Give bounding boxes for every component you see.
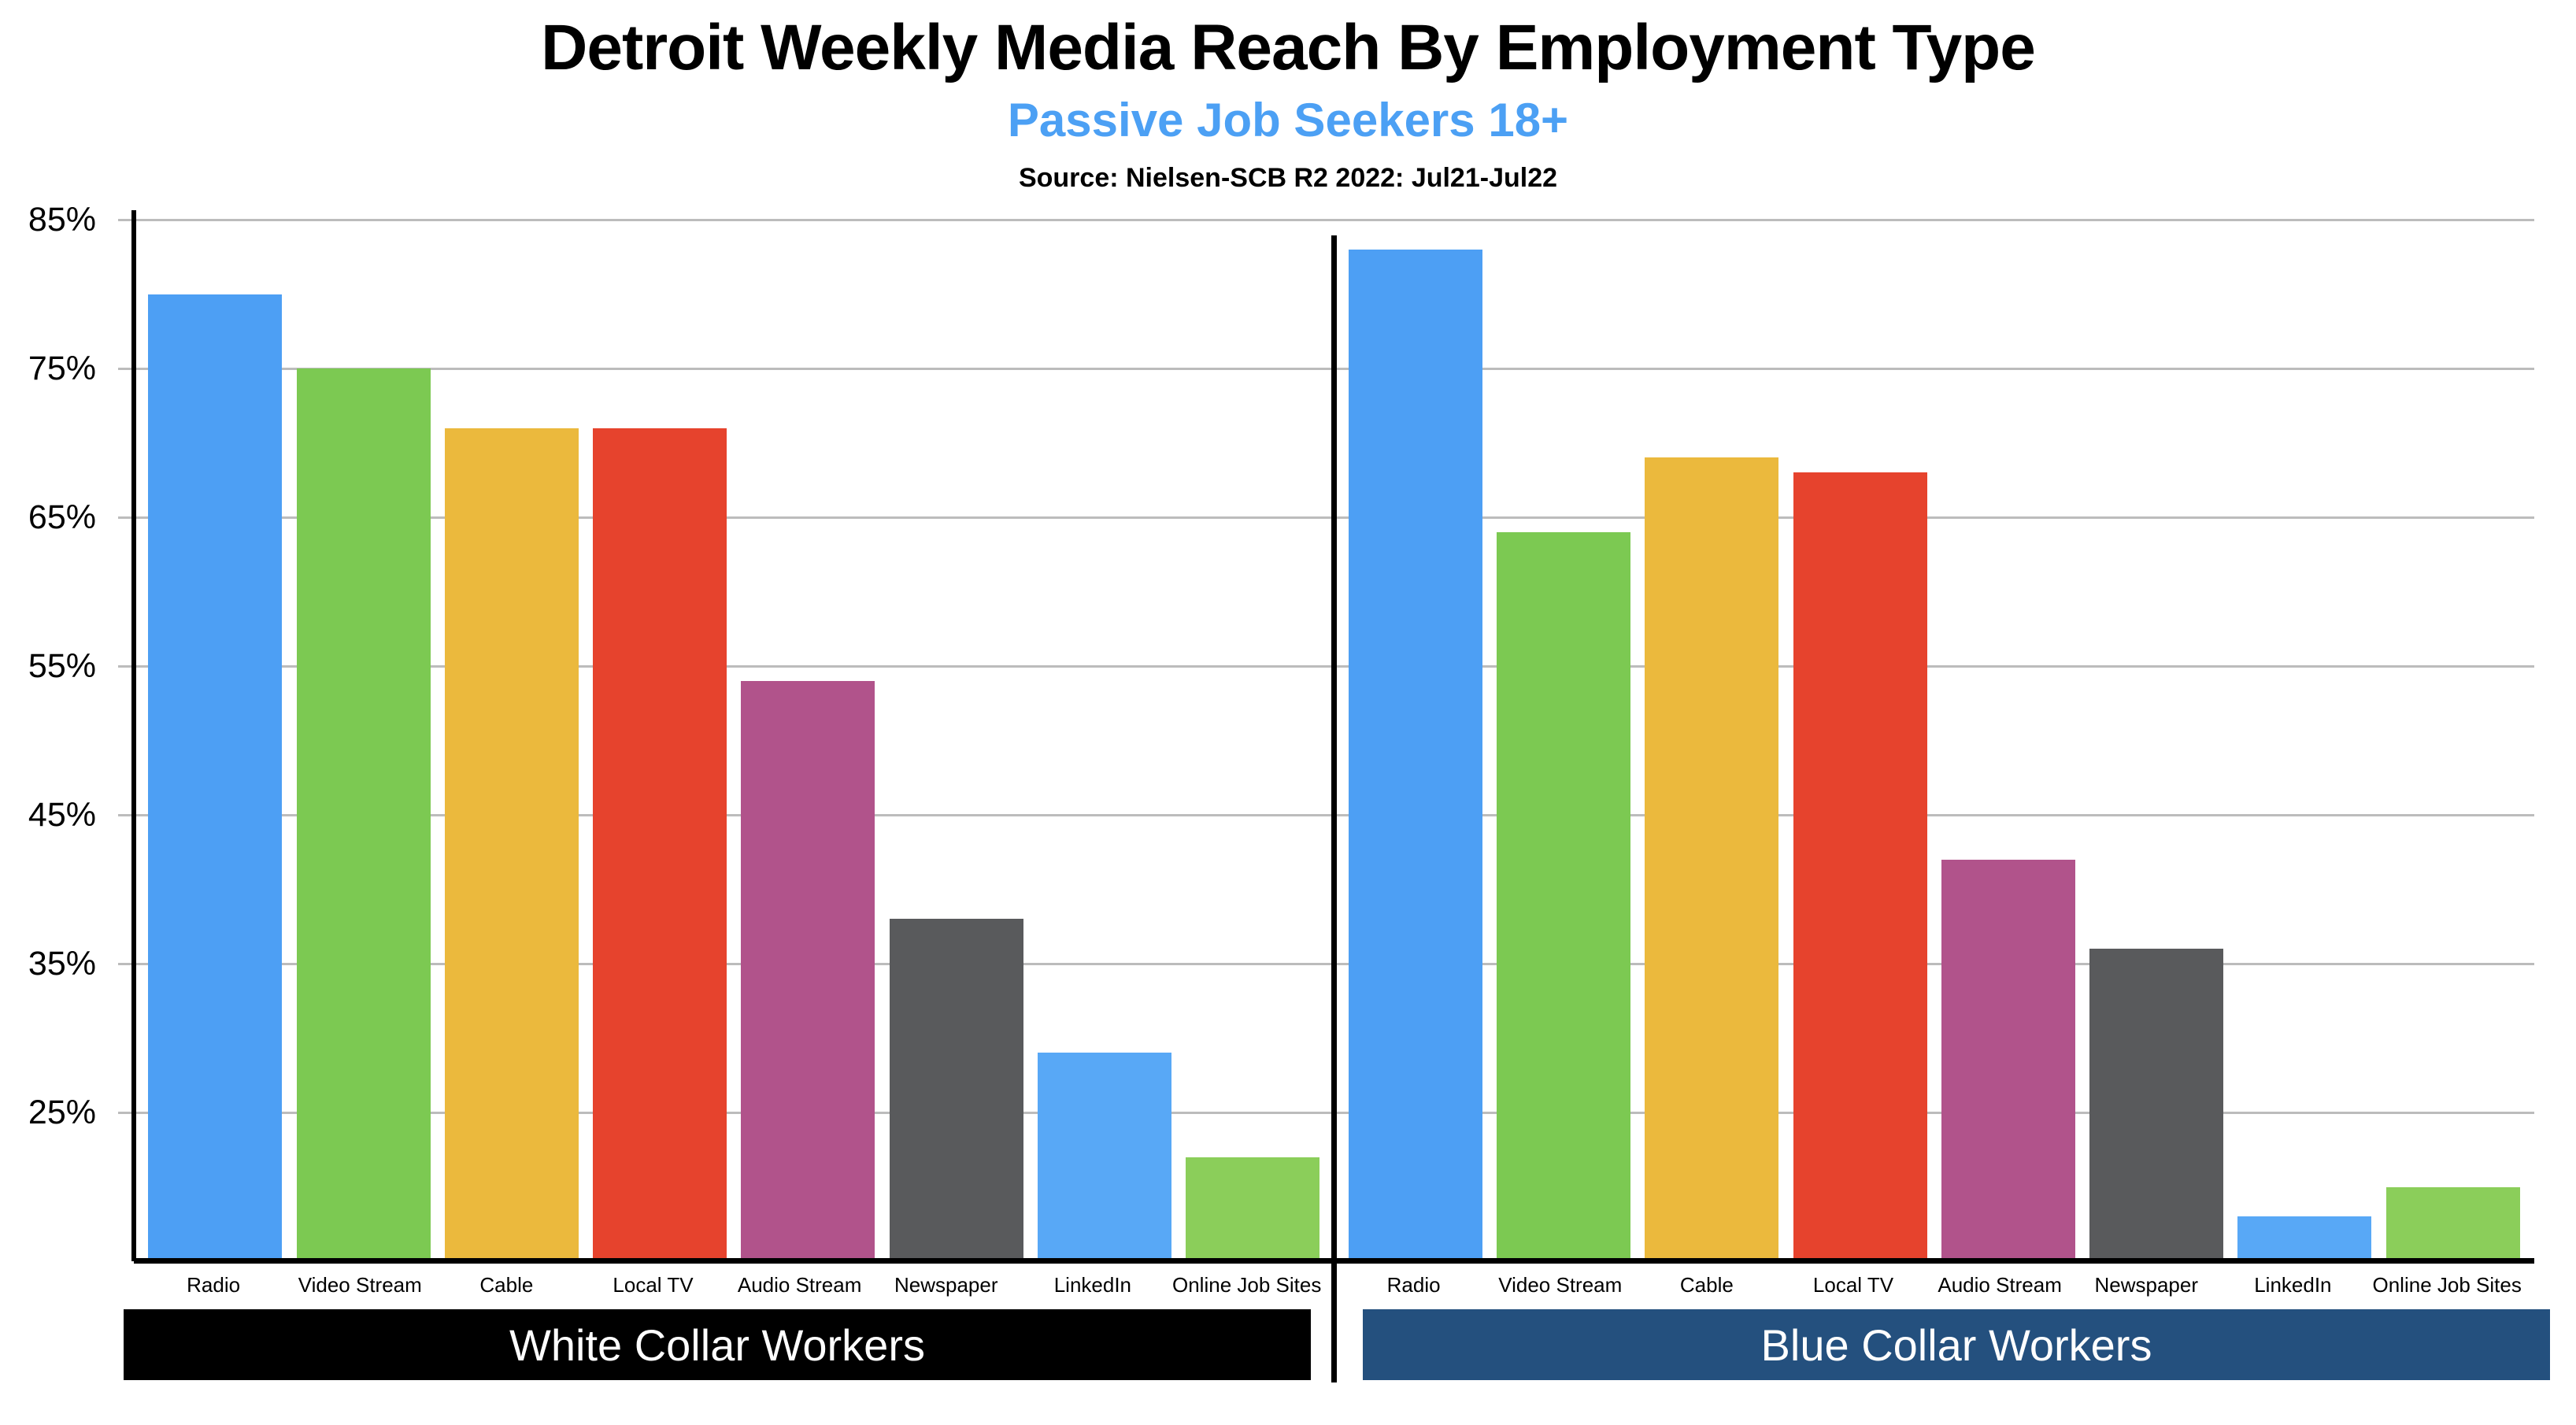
bar-blue-collar-workers-radio xyxy=(1348,249,1482,1261)
x-label-blue-collar-workers-audio-stream: Audio Stream xyxy=(1938,1272,2062,1297)
x-label-cell: Local TV xyxy=(587,1273,720,1297)
gridline-25- xyxy=(118,1111,2534,1114)
bar-group-white-collar xyxy=(134,220,1334,1261)
bar-group-blue-collar xyxy=(1334,220,2535,1261)
x-label-white-collar-workers-online-job-sites: Online Job Sites xyxy=(1172,1272,1322,1297)
bar-white-collar-workers-cable xyxy=(444,428,579,1261)
x-label-blue-collar-workers-linkedin: LinkedIn xyxy=(2254,1272,2332,1297)
gridline-55- xyxy=(118,664,2534,668)
x-label-cell: Newspaper xyxy=(879,1273,1013,1297)
banner-blue-collar: Blue Collar Workers xyxy=(1363,1309,2550,1380)
bar-blue-collar-workers-audio-stream xyxy=(1941,859,2075,1261)
chart: 85% 75% 65% 55% 45% 35% 25% Radio Video Stream C… xyxy=(28,201,2550,1382)
bar-white-collar-workers-local-tv xyxy=(593,428,727,1261)
x-label-cell: Online Job Sites xyxy=(2373,1273,2522,1297)
bar-white-collar-workers-video-stream xyxy=(296,368,431,1261)
page-title: Detroit Weekly Media Reach By Employment… xyxy=(541,12,2036,83)
bar-blue-collar-workers-online-job-sites xyxy=(2385,1186,2520,1261)
bar-white-collar-workers-newspaper xyxy=(889,919,1023,1261)
x-label-cell: Cable xyxy=(439,1273,573,1297)
gridline-75- xyxy=(118,367,2534,370)
x-label-white-collar-workers-radio: Radio xyxy=(187,1272,241,1297)
gridline-85- xyxy=(118,218,2534,221)
bar-blue-collar-workers-newspaper xyxy=(2089,949,2224,1261)
y-tick-55-: 55% xyxy=(28,647,96,685)
bar-white-collar-workers-online-job-sites xyxy=(1186,1157,1320,1261)
x-label-blue-collar-workers-radio: Radio xyxy=(1386,1272,1441,1297)
bar-blue-collar-workers-linkedin xyxy=(2237,1216,2372,1261)
chart-divider-line xyxy=(1331,235,1337,1382)
group-banners: White Collar Workers Blue Collar Workers xyxy=(124,1309,2550,1380)
y-tick-35-: 35% xyxy=(28,945,96,983)
bar-white-collar-workers-audio-stream xyxy=(741,680,875,1261)
y-tick-85-: 85% xyxy=(28,201,96,239)
x-label-cell: Video Stream xyxy=(1493,1273,1627,1297)
bar-blue-collar-workers-local-tv xyxy=(1793,472,1927,1261)
y-tick-25-: 25% xyxy=(28,1094,96,1131)
banner-blue-collar-label: Blue Collar Workers xyxy=(1760,1320,2152,1370)
x-label-white-collar-workers-audio-stream: Audio Stream xyxy=(737,1272,862,1297)
plot-area: 85% 75% 65% 55% 45% 35% 25% xyxy=(28,201,2534,1264)
bar-blue-collar-workers-video-stream xyxy=(1497,531,1631,1261)
x-axis-labels-blue-collar: Radio Video Stream Cable Local TV Audio Stre… xyxy=(1334,1269,2535,1301)
x-label-blue-collar-workers-cable: Cable xyxy=(1679,1272,1734,1297)
x-label-white-collar-workers-cable: Cable xyxy=(479,1272,534,1297)
x-label-cell: LinkedIn xyxy=(2226,1273,2359,1297)
bar-white-collar-workers-linkedin xyxy=(1037,1053,1171,1261)
x-label-cell: Audio Stream xyxy=(1933,1273,2067,1297)
x-label-cell: LinkedIn xyxy=(1026,1273,1160,1297)
y-tick-65-: 65% xyxy=(28,498,96,536)
banner-white-collar: White Collar Workers xyxy=(124,1309,1311,1380)
x-label-cell: Newspaper xyxy=(2079,1273,2213,1297)
x-label-cell: Radio xyxy=(1347,1273,1481,1297)
chart-source-note: Source: Nielsen-SCB R2 2022: Jul21-Jul22 xyxy=(1018,163,1558,193)
x-label-cell: Cable xyxy=(1640,1273,1774,1297)
bar-blue-collar-workers-cable xyxy=(1645,457,1779,1261)
y-tick-45-: 45% xyxy=(28,796,96,834)
gridline-65- xyxy=(118,516,2534,519)
bar-groups xyxy=(134,220,2534,1261)
x-label-blue-collar-workers-local-tv: Local TV xyxy=(1812,1272,1894,1297)
x-label-white-collar-workers-video-stream: Video Stream xyxy=(298,1272,422,1297)
x-axis-labels-white-collar: Radio Video Stream Cable Local TV Audio Stre… xyxy=(134,1269,1334,1301)
banner-white-collar-label: White Collar Workers xyxy=(509,1320,925,1370)
x-label-white-collar-workers-local-tv: Local TV xyxy=(613,1272,694,1297)
x-label-cell: Local TV xyxy=(1786,1273,1920,1297)
x-axis-labels: Radio Video Stream Cable Local TV Audio Stre… xyxy=(134,1269,2534,1301)
x-label-cell: Video Stream xyxy=(293,1273,427,1297)
x-label-cell: Audio Stream xyxy=(733,1273,867,1297)
x-label-blue-collar-workers-video-stream: Video Stream xyxy=(1498,1272,1623,1297)
x-label-cell: Online Job Sites xyxy=(1172,1273,1321,1297)
x-label-blue-collar-workers-online-job-sites: Online Job Sites xyxy=(2372,1272,2522,1297)
x-label-white-collar-workers-linkedin: LinkedIn xyxy=(1053,1272,1132,1297)
gridline-45- xyxy=(118,813,2534,816)
y-axis-line xyxy=(131,210,136,1261)
gridline-35- xyxy=(118,962,2534,965)
y-tick-75-: 75% xyxy=(28,350,96,387)
x-label-white-collar-workers-newspaper: Newspaper xyxy=(894,1272,998,1297)
x-label-blue-collar-workers-newspaper: Newspaper xyxy=(2094,1272,2198,1297)
chart-subtitle: Passive Job Seekers 18+ xyxy=(1007,94,1569,146)
x-label-cell: Radio xyxy=(146,1273,280,1297)
bar-white-collar-workers-radio xyxy=(148,294,283,1261)
